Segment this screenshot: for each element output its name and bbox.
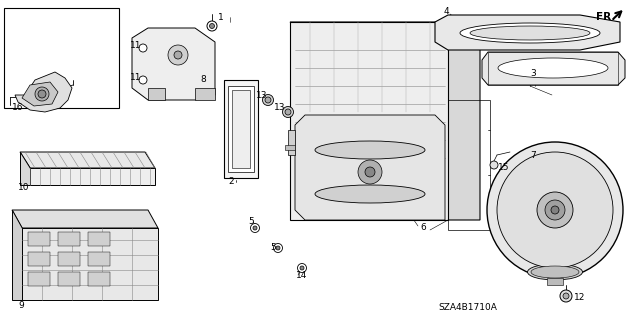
Circle shape: [253, 226, 257, 230]
Ellipse shape: [470, 26, 590, 40]
Circle shape: [285, 109, 291, 115]
Bar: [4, 8, 119, 108]
Polygon shape: [20, 152, 155, 168]
Circle shape: [358, 160, 382, 184]
Text: 2: 2: [228, 177, 234, 187]
Circle shape: [563, 293, 569, 299]
Text: 16: 16: [12, 103, 24, 113]
Polygon shape: [12, 210, 22, 300]
Polygon shape: [132, 28, 215, 100]
Polygon shape: [58, 252, 80, 266]
Text: 7: 7: [530, 151, 536, 160]
Circle shape: [490, 161, 498, 169]
Circle shape: [168, 45, 188, 65]
Text: 11: 11: [130, 73, 141, 83]
Circle shape: [139, 44, 147, 52]
Circle shape: [545, 200, 565, 220]
Polygon shape: [148, 88, 165, 100]
Circle shape: [365, 167, 375, 177]
Polygon shape: [22, 82, 58, 106]
Polygon shape: [20, 152, 30, 185]
Circle shape: [560, 290, 572, 302]
Circle shape: [209, 24, 214, 28]
Circle shape: [139, 76, 147, 84]
Circle shape: [298, 263, 307, 272]
Polygon shape: [88, 232, 110, 246]
Text: 4: 4: [444, 8, 450, 17]
Text: 13: 13: [256, 91, 268, 100]
Circle shape: [282, 107, 294, 117]
Text: 5: 5: [270, 243, 276, 253]
Circle shape: [273, 243, 282, 253]
Polygon shape: [30, 168, 155, 185]
Ellipse shape: [315, 185, 425, 203]
Ellipse shape: [527, 264, 582, 280]
Circle shape: [551, 206, 559, 214]
Polygon shape: [224, 80, 258, 178]
Polygon shape: [12, 210, 158, 228]
Polygon shape: [288, 130, 295, 155]
Polygon shape: [88, 252, 110, 266]
Polygon shape: [15, 72, 72, 112]
Polygon shape: [228, 86, 254, 172]
Polygon shape: [448, 22, 480, 220]
Circle shape: [300, 266, 304, 270]
Text: FR.: FR.: [596, 12, 616, 22]
Text: 9: 9: [18, 300, 24, 309]
Text: 11: 11: [130, 41, 141, 49]
Polygon shape: [435, 15, 620, 50]
Polygon shape: [482, 52, 625, 85]
Text: 15: 15: [498, 164, 509, 173]
Polygon shape: [58, 272, 80, 286]
Polygon shape: [195, 88, 215, 100]
Polygon shape: [285, 145, 295, 150]
Polygon shape: [295, 115, 445, 220]
Circle shape: [250, 224, 259, 233]
Text: 6: 6: [420, 224, 426, 233]
Polygon shape: [290, 22, 448, 220]
Polygon shape: [28, 232, 50, 246]
Polygon shape: [547, 278, 563, 285]
Circle shape: [262, 94, 273, 106]
Ellipse shape: [531, 266, 579, 278]
Circle shape: [497, 152, 613, 268]
Text: 8: 8: [200, 76, 205, 85]
Ellipse shape: [460, 23, 600, 43]
Text: 5: 5: [248, 218, 253, 226]
Text: 12: 12: [574, 293, 586, 301]
Ellipse shape: [315, 141, 425, 159]
Text: SZA4B1710A: SZA4B1710A: [438, 303, 497, 313]
Polygon shape: [88, 272, 110, 286]
Circle shape: [265, 97, 271, 103]
Circle shape: [174, 51, 182, 59]
Text: 10: 10: [18, 183, 29, 192]
Polygon shape: [28, 252, 50, 266]
Circle shape: [35, 87, 49, 101]
Circle shape: [537, 192, 573, 228]
Ellipse shape: [498, 58, 608, 78]
Text: 14: 14: [296, 271, 307, 279]
Text: 13: 13: [274, 103, 285, 113]
Circle shape: [207, 21, 217, 31]
Polygon shape: [58, 232, 80, 246]
Circle shape: [38, 90, 46, 98]
Polygon shape: [28, 272, 50, 286]
Text: 1: 1: [218, 13, 224, 23]
Circle shape: [276, 246, 280, 250]
Polygon shape: [290, 22, 480, 45]
Circle shape: [487, 142, 623, 278]
Polygon shape: [232, 90, 250, 168]
Polygon shape: [22, 228, 158, 300]
Text: 3: 3: [530, 69, 536, 78]
